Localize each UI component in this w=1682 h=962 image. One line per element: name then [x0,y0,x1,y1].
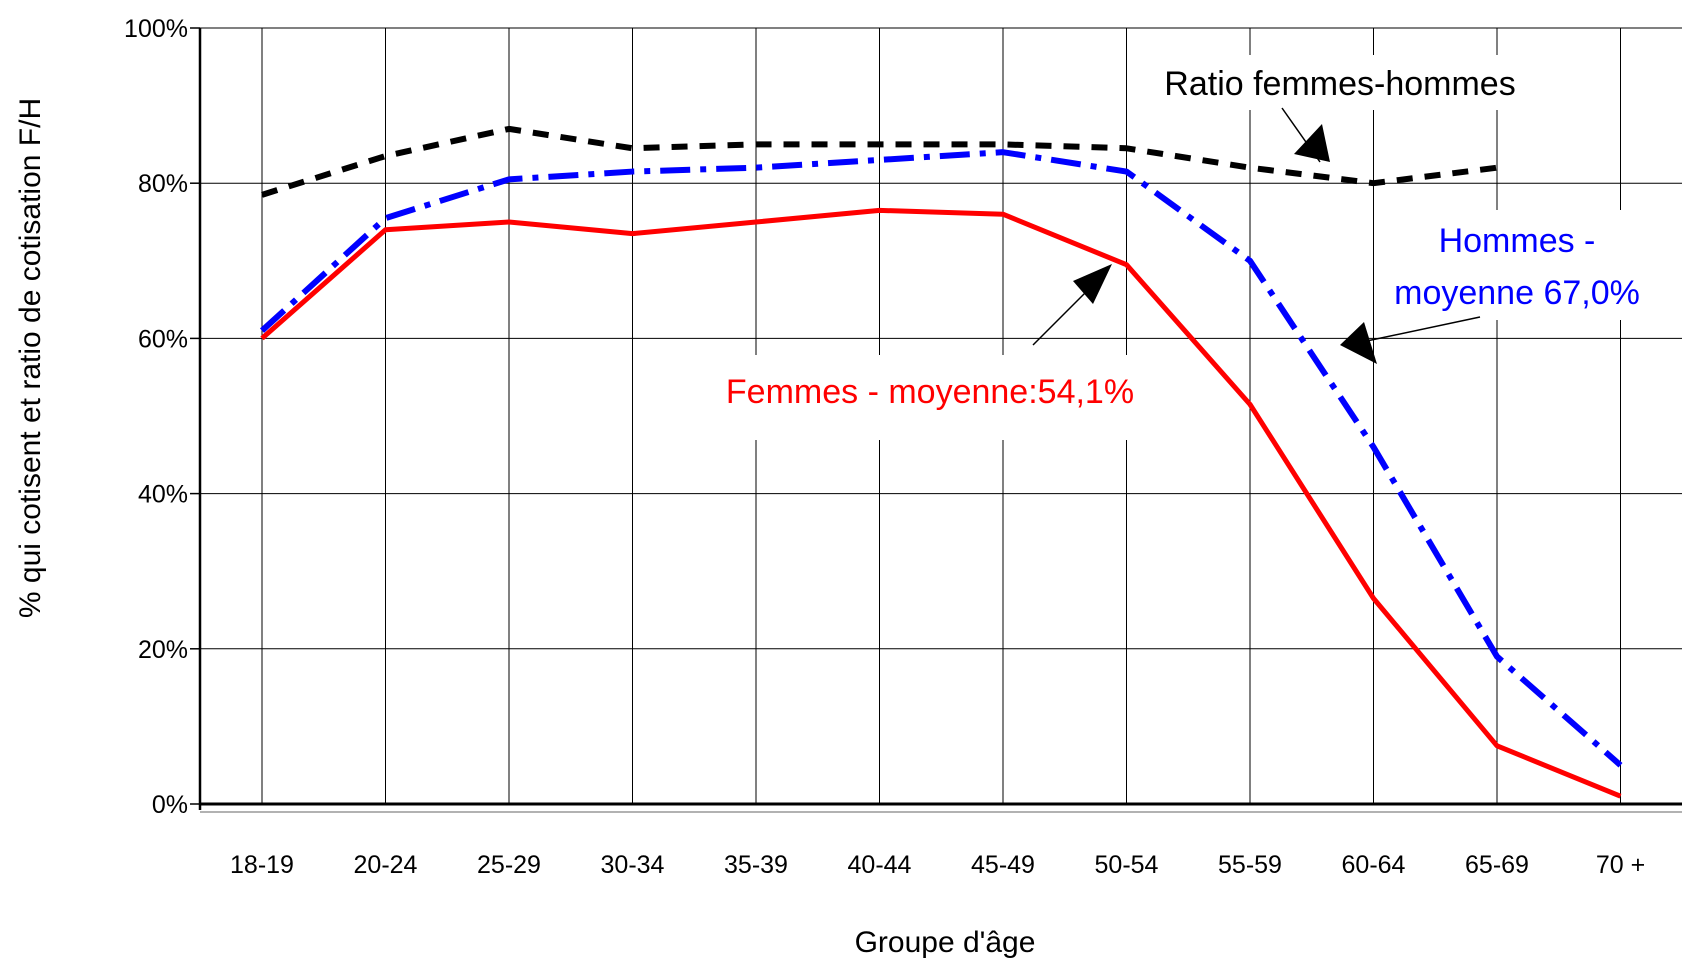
x-tick-label: 50-54 [1095,851,1159,879]
annotation-ratio-bg [1150,55,1525,110]
y-tick-label: 80% [138,170,188,198]
annotation-ratio-label: Ratio femmes-hommes [1164,65,1515,103]
y-tick-label: 100% [124,15,188,43]
annotation-hommes-arrow [1340,316,1481,364]
annotation-ratio-arrow [1281,107,1330,163]
annotation-femmes-arrow [1032,264,1112,346]
y-tick-label: 20% [138,636,188,664]
annotation-hommes-bg [1375,210,1660,320]
x-tick-label: 35-39 [724,851,788,879]
tick-labels: 0% 20% 40% 60% 80% 100% 18-19 20-24 25-29 30-34 35… [124,15,1645,879]
x-tick-label: 45-49 [971,851,1035,879]
series-lines [259,125,1623,799]
x-tick-label: 65-69 [1465,851,1529,879]
x-tick-label: 25-29 [477,851,541,879]
x-tick-label: 30-34 [601,851,665,879]
series-line-femmes [260,207,1622,799]
x-axis-title: Groupe d'âge [855,926,1036,959]
y-tick-label: 60% [138,325,188,353]
x-tick-label: 55-59 [1218,851,1282,879]
annotation-femmes-bg [710,355,1145,440]
annotation-hommes-label-line1: Hommes - [1439,222,1596,260]
x-tick-label: 18-19 [230,851,294,879]
y-tick-label: 0% [152,791,188,819]
annotation-femmes-label: Femmes - moyenne:54,1% [726,373,1134,411]
y-axis-title: % qui cotisent et ratio de cotisation F/… [14,98,47,618]
series-line-ratio [261,125,1498,198]
x-tick-label: 20-24 [354,851,418,879]
annotation-hommes-label-line2: moyenne 67,0% [1394,274,1640,312]
x-tick-label: 60-64 [1342,851,1406,879]
axes [190,27,1682,813]
series-line-hommes [259,149,1623,768]
x-tick-label: 40-44 [848,851,912,879]
x-tick-label: 70 + [1596,851,1645,879]
y-tick-label: 40% [138,481,188,509]
